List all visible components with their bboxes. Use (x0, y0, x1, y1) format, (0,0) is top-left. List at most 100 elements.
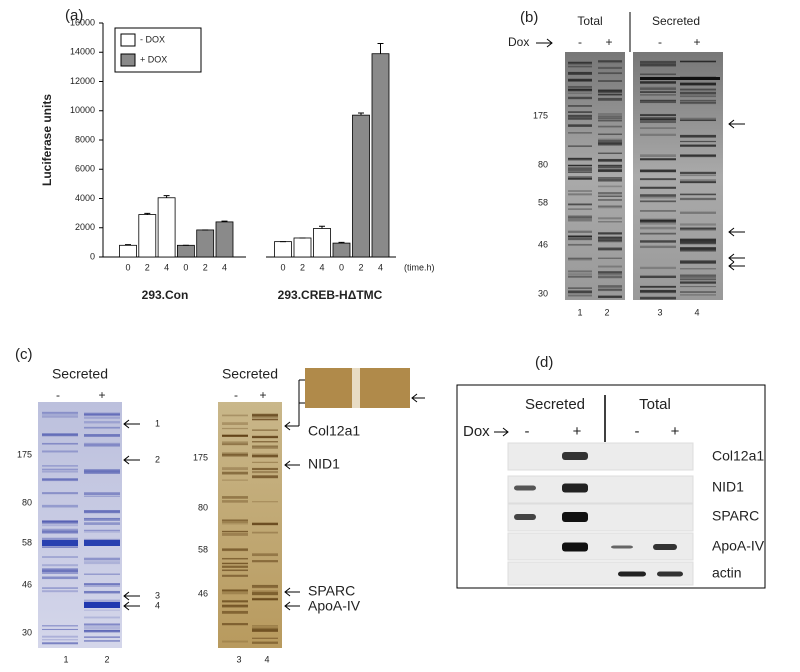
band (568, 92, 592, 94)
mw-marker: 80 (22, 497, 32, 507)
band (222, 610, 248, 614)
band (84, 602, 120, 608)
blots (507, 442, 694, 586)
band (640, 170, 676, 173)
band (568, 230, 592, 233)
bar (332, 242, 351, 258)
band (222, 623, 248, 625)
band (42, 530, 78, 534)
band (680, 179, 716, 182)
band (568, 287, 592, 289)
blot-band (657, 571, 683, 577)
band (42, 492, 78, 495)
band (42, 492, 78, 494)
band (640, 64, 676, 66)
band (598, 205, 622, 207)
lane-number: 1 (577, 307, 582, 317)
band (252, 590, 278, 593)
band (252, 585, 278, 589)
band (598, 257, 622, 259)
band (598, 206, 622, 209)
band (598, 265, 622, 268)
band (598, 232, 622, 235)
band (680, 172, 716, 175)
band (42, 521, 78, 525)
band (680, 278, 716, 280)
x-tick-label: 0 (280, 262, 285, 272)
row-label: NID1 (712, 479, 744, 495)
band (252, 584, 278, 587)
sign: + (573, 423, 582, 440)
band (568, 275, 592, 278)
band (568, 158, 592, 161)
band (568, 208, 592, 210)
band (84, 517, 120, 520)
band (598, 285, 622, 288)
band (680, 211, 716, 214)
band (252, 413, 278, 417)
band (42, 587, 78, 589)
bar (352, 114, 370, 258)
band (598, 164, 622, 166)
panel-label: (d) (535, 354, 553, 371)
band (640, 245, 676, 249)
x-tick-label: 4 (164, 262, 169, 272)
header: Total (577, 14, 602, 28)
sign: - (578, 35, 582, 49)
error-bar (125, 244, 131, 246)
band (84, 561, 120, 565)
band (84, 609, 120, 611)
band (598, 113, 622, 115)
band (84, 434, 120, 436)
band (42, 628, 78, 631)
band (568, 273, 592, 275)
band (598, 239, 622, 243)
band (598, 274, 622, 276)
band (84, 584, 120, 588)
band (252, 436, 278, 439)
group-label: 293.Con (142, 288, 189, 302)
bar (313, 228, 331, 258)
band (568, 118, 592, 120)
band (42, 546, 78, 548)
band (252, 627, 278, 630)
x-tick-label: 2 (203, 262, 208, 272)
sign: + (98, 388, 105, 402)
band (640, 240, 676, 243)
band (680, 144, 716, 147)
error-bar (163, 195, 170, 198)
lane-number: 4 (264, 654, 269, 664)
band (84, 529, 120, 533)
band (252, 629, 278, 632)
band (598, 133, 622, 136)
arrow (284, 460, 300, 611)
band (252, 501, 278, 503)
band (222, 422, 248, 425)
band (640, 200, 676, 203)
x-tick-label: 0 (339, 262, 344, 272)
blot-strip (507, 561, 694, 586)
band (568, 290, 592, 294)
band (84, 626, 120, 630)
band (42, 416, 78, 418)
y-tick-label: 14000 (70, 47, 95, 57)
mw-marker: 46 (22, 579, 32, 589)
band (84, 414, 120, 416)
blot-band (562, 483, 588, 493)
band (598, 238, 622, 242)
band (568, 193, 592, 196)
sign: - (56, 388, 60, 402)
mw-marker: 30 (538, 288, 548, 298)
band (680, 101, 716, 105)
band (252, 429, 278, 431)
band (568, 115, 592, 119)
panel-label: (a) (65, 7, 83, 24)
gel-bands (42, 411, 278, 645)
error-bar (221, 220, 228, 222)
band (598, 125, 622, 128)
band (42, 433, 78, 437)
lane-number: 2 (604, 307, 609, 317)
band (640, 290, 676, 294)
band (568, 116, 592, 119)
